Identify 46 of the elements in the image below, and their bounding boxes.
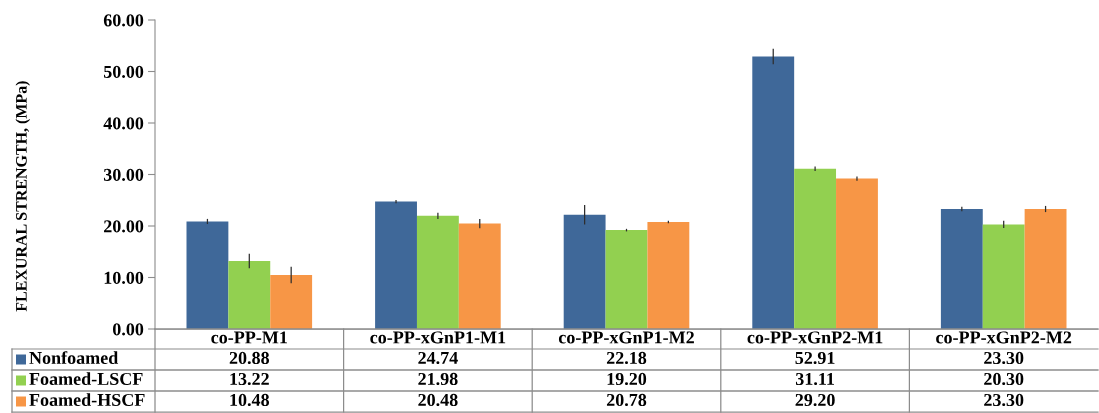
y-tick-label: 40.00 bbox=[103, 117, 144, 130]
x-tick-label: co-PP-M1 bbox=[211, 331, 287, 344]
x-tick-label: co-PP-xGnP1-M1 bbox=[370, 331, 506, 344]
legend-label: Nonfoamed bbox=[29, 351, 119, 365]
y-tick-label: 0.00 bbox=[112, 323, 144, 336]
data-label: 19.20 bbox=[607, 372, 647, 386]
data-label: 23.30 bbox=[984, 351, 1024, 365]
bar bbox=[982, 224, 1025, 329]
data-label: 21.98 bbox=[418, 372, 458, 386]
bar bbox=[605, 230, 648, 329]
y-tick-label: 50.00 bbox=[103, 65, 144, 79]
y-tick-label: 30.00 bbox=[103, 168, 144, 182]
y-tick-label: 10.00 bbox=[104, 271, 144, 285]
legend-label: Foamed-HSCF bbox=[29, 393, 145, 407]
bar bbox=[186, 221, 229, 329]
data-label: 23.30 bbox=[984, 393, 1024, 407]
bar bbox=[752, 56, 795, 329]
data-label: 52.91 bbox=[795, 351, 835, 365]
bar bbox=[1024, 209, 1067, 329]
data-label: 13.22 bbox=[230, 372, 269, 386]
data-label: 29.20 bbox=[795, 393, 835, 407]
bar bbox=[375, 201, 417, 329]
bar bbox=[228, 260, 271, 329]
bar bbox=[940, 209, 983, 329]
legend-label: Foamed-LSCF bbox=[29, 372, 143, 386]
data-label: 20.78 bbox=[606, 393, 647, 407]
bar bbox=[270, 275, 313, 329]
y-tick-label: 60.00 bbox=[103, 14, 144, 27]
bar bbox=[794, 168, 837, 329]
x-tick-label: co-PP-xGnP1-M2 bbox=[558, 331, 694, 344]
data-label: 20.48 bbox=[418, 393, 458, 407]
data-label: 10.48 bbox=[230, 393, 270, 407]
bar bbox=[836, 178, 878, 329]
data-label: 20.88 bbox=[229, 351, 270, 365]
bar bbox=[458, 223, 501, 329]
x-tick-label: co-PP-xGnP2-M1 bbox=[747, 331, 883, 344]
y-axis-title: FLEXURAL STRENGTH, (MPa) bbox=[15, 81, 30, 312]
bar bbox=[416, 215, 459, 329]
data-label: 24.74 bbox=[418, 351, 458, 365]
data-label: 31.11 bbox=[795, 372, 834, 386]
data-label: 22.18 bbox=[606, 351, 647, 365]
bar bbox=[563, 214, 606, 329]
bar bbox=[647, 221, 690, 329]
data-label: 20.30 bbox=[984, 372, 1024, 386]
y-tick-label: 20.00 bbox=[104, 220, 144, 233]
x-tick-label: co-PP-xGnP2-M2 bbox=[936, 331, 1072, 344]
